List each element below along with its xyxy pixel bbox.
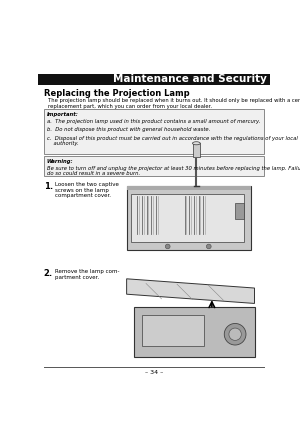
Bar — [127, 243, 250, 249]
Text: a.  The projection lamp used in this product contains a small amount of mercury.: a. The projection lamp used in this prod… — [47, 119, 260, 124]
Text: 1.: 1. — [44, 182, 53, 191]
Text: Loosen the two captive
screws on the lamp
compartment cover.: Loosen the two captive screws on the lam… — [55, 182, 118, 198]
Text: – 34 –: – 34 – — [145, 371, 163, 375]
Circle shape — [229, 328, 241, 340]
Text: 2.: 2. — [44, 269, 53, 278]
Text: b.  Do not dispose this product with general household waste.: b. Do not dispose this product with gene… — [47, 127, 210, 132]
Bar — [235, 204, 244, 219]
Bar — [44, 109, 264, 154]
Ellipse shape — [193, 142, 200, 145]
Bar — [134, 307, 254, 357]
Text: Important:: Important: — [47, 112, 79, 117]
Bar — [44, 156, 264, 176]
Bar — [142, 315, 204, 346]
Circle shape — [165, 244, 170, 249]
Bar — [131, 194, 244, 242]
Text: Warning:: Warning: — [47, 159, 74, 164]
Text: c.  Disposal of this product must be carried out in accordance with the regulati: c. Disposal of this product must be carr… — [47, 136, 298, 146]
Circle shape — [206, 244, 211, 249]
Polygon shape — [127, 279, 254, 304]
Circle shape — [224, 324, 246, 345]
Text: Replacing the Projection Lamp: Replacing the Projection Lamp — [44, 89, 189, 98]
Bar — [193, 143, 200, 157]
Text: Remove the lamp com-
partment cover.: Remove the lamp com- partment cover. — [55, 269, 119, 279]
Bar — [127, 187, 250, 190]
Text: Maintenance and Security: Maintenance and Security — [113, 74, 267, 84]
Bar — [38, 74, 270, 85]
Text: Be sure to turn off and unplug the projector at least 30 minutes before replacin: Be sure to turn off and unplug the proje… — [47, 166, 300, 176]
Bar — [127, 187, 250, 250]
Text: The projection lamp should be replaced when it burns out. It should only be repl: The projection lamp should be replaced w… — [48, 98, 300, 109]
